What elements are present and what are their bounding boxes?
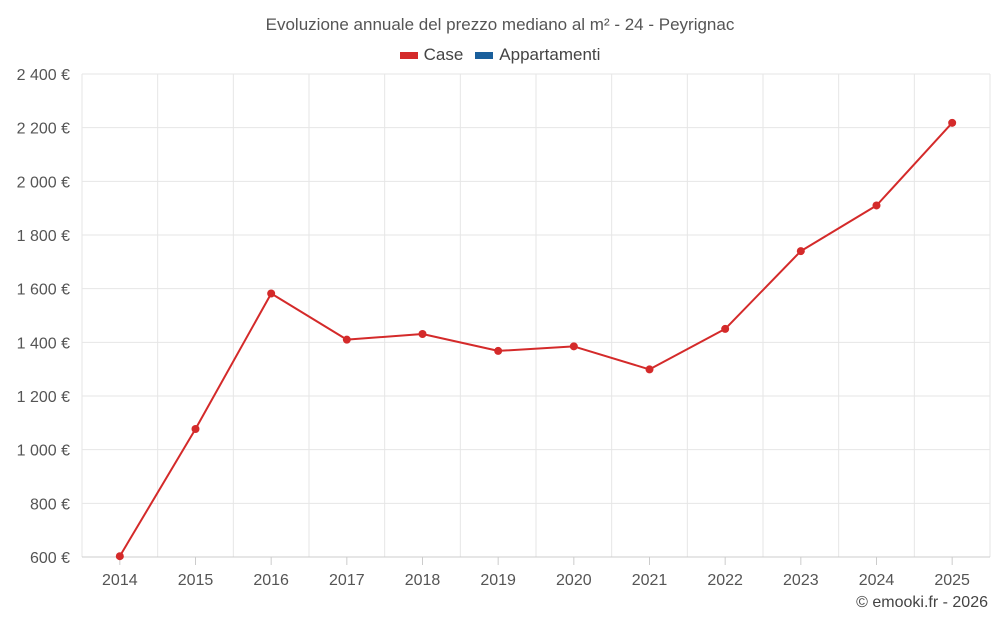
x-tick-label: 2015 <box>178 572 214 589</box>
x-tick-label: 2021 <box>632 572 668 589</box>
x-tick-label: 2018 <box>405 572 441 589</box>
legend-swatch-appartamenti <box>475 51 494 59</box>
chart-title: Evoluzione annuale del prezzo mediano al… <box>265 15 735 34</box>
x-tick-label: 2025 <box>934 572 970 589</box>
legend-item-appartamenti[interactable]: Appartamenti <box>475 45 600 65</box>
data-point-2018 <box>418 330 427 339</box>
y-tick-label: 800 € <box>30 496 70 513</box>
data-point-2014 <box>115 552 124 561</box>
x-tick-label: 2019 <box>480 572 516 589</box>
y-tick-label: 1 200 € <box>17 389 70 406</box>
data-point-2025 <box>948 118 957 127</box>
y-tick-label: 1 400 € <box>17 335 70 352</box>
x-tick-label: 2016 <box>253 572 289 589</box>
legend-label-appartamenti: Appartamenti <box>499 45 601 64</box>
legend: Case Appartamenti <box>0 45 1000 65</box>
y-tick-label: 2 400 € <box>17 67 70 84</box>
x-tick-label: 2023 <box>783 572 819 589</box>
data-point-2024 <box>872 201 881 210</box>
y-tick-label: 2 200 € <box>17 121 70 138</box>
x-tick-label: 2022 <box>707 572 743 589</box>
legend-label-case: Case <box>423 45 464 64</box>
data-point-2017 <box>342 335 351 344</box>
data-point-2020 <box>569 342 578 351</box>
y-tick-label: 600 € <box>30 550 70 567</box>
data-point-2022 <box>721 324 730 333</box>
y-tick-label: 2 000 € <box>17 174 70 191</box>
y-tick-label: 1 800 € <box>17 228 70 245</box>
credit: © emooki.fr - 2026 <box>856 594 988 611</box>
legend-item-case[interactable]: Case <box>399 45 464 65</box>
series-line-case <box>118 122 953 557</box>
x-tick-label: 2014 <box>102 572 138 589</box>
data-point-2023 <box>796 247 805 256</box>
y-tick-label: 1 600 € <box>17 282 70 299</box>
x-tick-label: 2024 <box>859 572 895 589</box>
data-point-2021 <box>645 365 654 374</box>
data-point-2015 <box>191 425 200 434</box>
data-point-2019 <box>494 346 503 355</box>
data-point-2016 <box>267 289 276 298</box>
legend-swatch-case <box>399 51 418 59</box>
x-tick-label: 2020 <box>556 572 592 589</box>
x-tick-label: 2017 <box>329 572 365 589</box>
y-tick-label: 1 000 € <box>17 443 70 460</box>
